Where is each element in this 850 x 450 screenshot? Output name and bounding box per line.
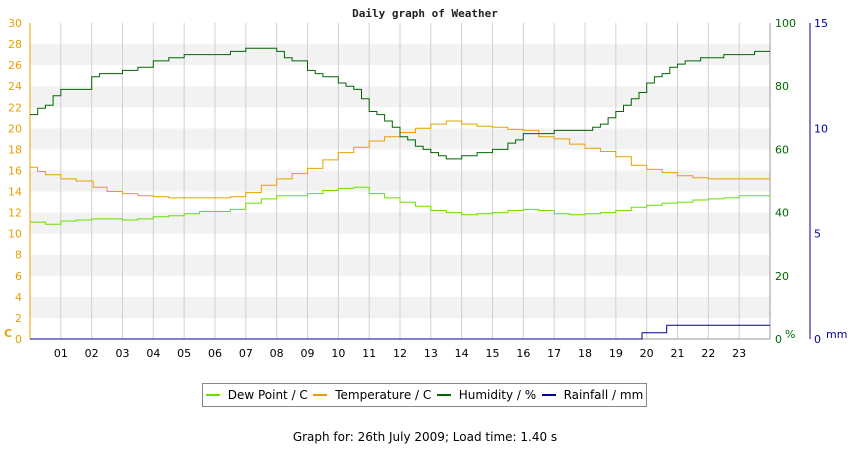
left-tick-label: 12	[8, 207, 22, 220]
x-tick-label: 06	[208, 347, 222, 360]
x-tick-label: 03	[116, 347, 130, 360]
left-tick-label: 6	[15, 270, 22, 283]
x-tick-label: 12	[393, 347, 407, 360]
left-tick-label: 8	[15, 249, 22, 262]
left-tick-label: 26	[8, 59, 22, 72]
series-line-temperature	[30, 120, 771, 199]
footer-info: Graph for: 26th July 2009; Load time: 1.…	[292, 430, 558, 444]
legend-item: Humidity / %	[436, 388, 537, 402]
x-tick-label: 21	[671, 347, 685, 360]
footer-load-label: Load time:	[452, 430, 517, 444]
left-tick-label: 14	[8, 186, 22, 199]
legend-label: Humidity / %	[458, 388, 537, 402]
x-tick-label: 17	[547, 347, 561, 360]
footer-date: 26th July 2009	[357, 430, 445, 444]
legend-item: Rainfall / mm	[541, 388, 644, 402]
legend-item: Dew Point / C	[205, 388, 308, 402]
chart-legend: Dew Point / C Temperature / C Humidity / %…	[202, 383, 647, 407]
series-lines	[30, 47, 771, 340]
right-tick-label: 0	[775, 333, 782, 346]
left-tick-label: 22	[8, 101, 22, 114]
left-tick-label: 24	[8, 80, 22, 93]
x-tick-label: 07	[239, 347, 253, 360]
x-tick-label: 18	[578, 347, 592, 360]
x-tick-label: 04	[146, 347, 160, 360]
footer-load-time: 1.40 s	[520, 430, 558, 444]
far-right-tick-label: 0	[814, 333, 821, 346]
left-tick-label: 30	[8, 17, 22, 30]
x-tick-label: 14	[455, 347, 469, 360]
right-axis-ticks: 0 20 40 60 80 100	[775, 17, 796, 346]
legend-swatch	[205, 394, 220, 396]
left-tick-label: 10	[8, 228, 22, 241]
x-tick-label: 01	[54, 347, 68, 360]
x-axis-ticks: 01 02 03 04 05 06 07 08 09 10 11 12 13 14 15 16 17 18 19 20…	[54, 347, 746, 360]
legend-item: Temperature / C	[313, 388, 431, 402]
x-tick-label: 11	[362, 347, 376, 360]
left-tick-label: 18	[8, 143, 22, 156]
x-tick-label: 16	[516, 347, 530, 360]
far-right-axis-ticks: 0 5 10 15	[814, 17, 828, 346]
x-tick-label: 20	[640, 347, 654, 360]
right-tick-label: 20	[775, 270, 789, 283]
x-tick-label: 15	[486, 347, 500, 360]
far-right-tick-label: 15	[814, 17, 828, 30]
right-tick-label: 60	[775, 143, 789, 156]
series-line-dew	[30, 186, 771, 225]
legend-label: Temperature / C	[335, 388, 432, 402]
far-right-tick-label: 10	[814, 122, 828, 135]
left-tick-label: 28	[8, 38, 22, 51]
series-line-rainfall	[30, 324, 770, 340]
chart-title: Daily graph of Weather	[352, 7, 498, 20]
x-tick-label: 19	[609, 347, 623, 360]
right-axis-unit: %	[785, 328, 795, 341]
right-tick-label: 40	[775, 207, 789, 220]
left-tick-label: 0	[15, 333, 22, 346]
x-tick-label: 09	[301, 347, 315, 360]
far-right-tick-label: 5	[814, 228, 821, 241]
legend-swatch	[541, 394, 556, 396]
footer-prefix: Graph for:	[292, 430, 354, 444]
x-tick-label: 08	[270, 347, 284, 360]
vertical-gridlines	[60, 23, 740, 339]
x-tick-label: 23	[732, 347, 746, 360]
legend-label: Dew Point / C	[227, 388, 308, 402]
legend-swatch	[313, 394, 328, 396]
right-tick-label: 100	[775, 17, 796, 30]
x-tick-label: 05	[177, 347, 191, 360]
x-tick-label: 02	[85, 347, 99, 360]
legend-label: Rainfall / mm	[563, 388, 644, 402]
left-tick-label: 16	[8, 164, 22, 177]
left-tick-label: 4	[15, 291, 22, 304]
x-tick-label: 22	[701, 347, 715, 360]
left-tick-label: 20	[8, 122, 22, 135]
x-tick-label: 10	[331, 347, 345, 360]
series-line-humidity	[30, 47, 770, 160]
legend-swatch	[436, 394, 451, 396]
left-tick-label: 2	[15, 312, 22, 325]
left-axis-unit: C	[4, 327, 12, 340]
far-right-axis-unit: mm	[826, 328, 847, 341]
right-tick-label: 80	[775, 80, 789, 93]
x-tick-label: 13	[424, 347, 438, 360]
